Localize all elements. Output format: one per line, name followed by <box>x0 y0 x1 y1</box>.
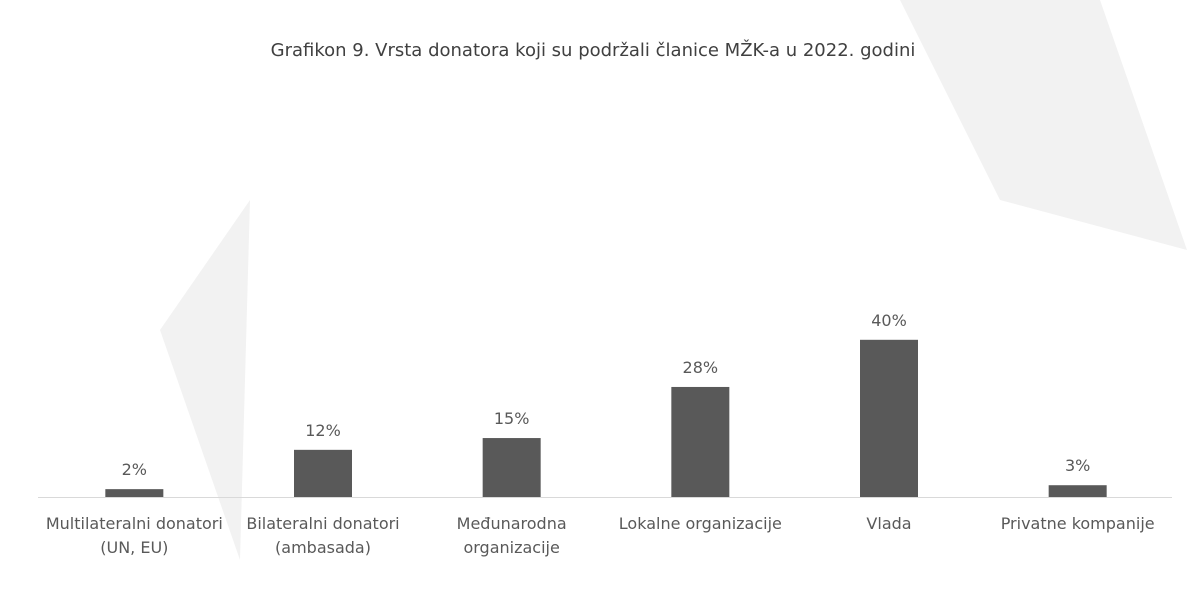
x-tick-label: Lokalne organizacije <box>610 512 790 536</box>
bar <box>671 387 729 497</box>
x-tick-label: Bilateralni donatori (ambasada) <box>233 512 413 560</box>
bar <box>105 489 163 497</box>
data-label: 3% <box>1065 456 1090 475</box>
x-tick-label: Privatne kompanije <box>988 512 1168 536</box>
data-label: 28% <box>683 358 719 377</box>
bar <box>294 450 352 497</box>
chart-title: Grafikon 9. Vrsta donatora koji su podrž… <box>271 39 916 61</box>
x-tick-label: Multilateralni donatori (UN, EU) <box>44 512 224 560</box>
data-label: 15% <box>494 409 530 428</box>
x-tick-label: Međunarodna organizacije <box>422 512 602 560</box>
data-label: 40% <box>871 311 907 330</box>
bar <box>860 340 918 497</box>
bar <box>1049 485 1107 497</box>
x-tick-label: Vlada <box>799 512 979 536</box>
data-label: 2% <box>122 460 147 479</box>
data-label: 12% <box>305 421 341 440</box>
chart: Grafikon 9. Vrsta donatora koji su podrž… <box>0 0 1187 608</box>
bar <box>483 438 541 497</box>
